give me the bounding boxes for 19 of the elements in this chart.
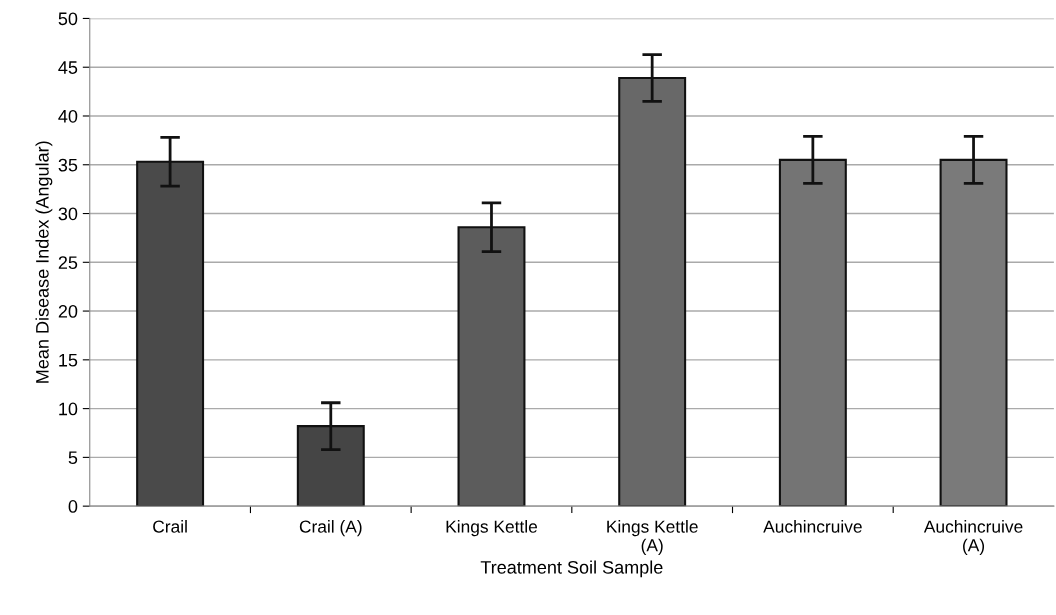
y-tick-label: 35 [58, 158, 78, 172]
x-tick-label: Auchincruive [763, 520, 862, 533]
y-tick-label: 20 [58, 305, 78, 318]
y-tick-label: 45 [58, 61, 78, 74]
x-tick-label: Crail [153, 520, 187, 533]
y-tick-label: 0 [68, 500, 78, 513]
y-tick-label: 25 [58, 256, 78, 270]
y-tick-label: 5 [68, 451, 78, 465]
x-tick-label: Kings Kettle [446, 520, 538, 537]
x-tick-label: Auchincruive (A) [923, 520, 1023, 555]
y-axis-title: Mean Disease Index (Angular) [35, 141, 53, 383]
y-tick-label: 50 [58, 12, 78, 26]
x-tick-label: Crail (A) [299, 520, 362, 537]
y-tick-label: 40 [58, 109, 78, 123]
y-tick-label: 10 [59, 402, 78, 416]
x-axis-title: Treatment Soil Sample [480, 560, 663, 578]
x-tick-label: Kings Kettle (A) [607, 520, 698, 555]
y-tick-label: 15 [59, 353, 78, 367]
y-tick-label: 30 [58, 207, 78, 221]
